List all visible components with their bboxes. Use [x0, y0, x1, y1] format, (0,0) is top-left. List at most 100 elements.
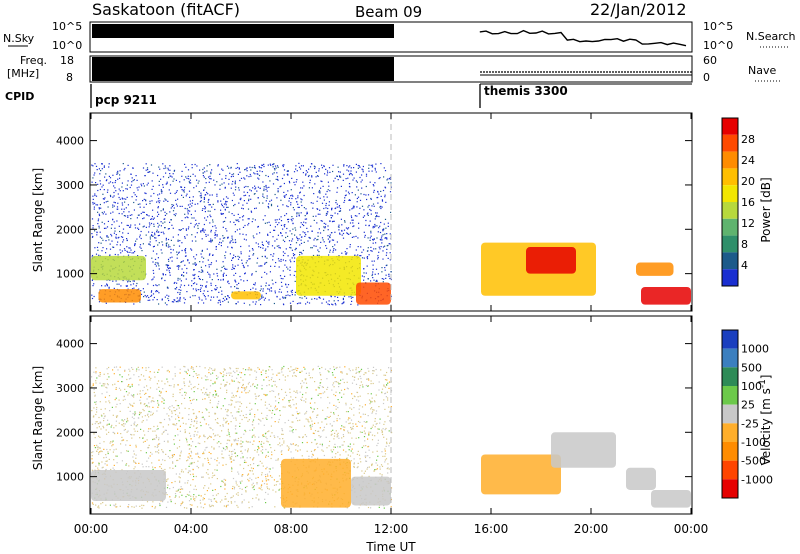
noise-point — [384, 421, 386, 423]
noise-point — [211, 406, 214, 408]
noise-point — [325, 202, 327, 205]
noise-point — [94, 172, 96, 174]
noise-point — [348, 193, 350, 195]
noise-point — [240, 253, 242, 255]
noise-point — [301, 223, 304, 226]
noise-point — [142, 466, 144, 468]
noise-point — [248, 198, 250, 200]
noise-point — [337, 414, 339, 417]
noise-point — [296, 392, 299, 394]
noise-point — [242, 457, 244, 459]
noise-point — [190, 248, 192, 250]
noise-point — [260, 304, 262, 306]
noise-point — [237, 173, 239, 175]
noise-point — [230, 286, 232, 288]
noise-point — [213, 448, 215, 450]
noise-point — [184, 407, 186, 409]
noise-point — [267, 441, 269, 443]
noise-point — [230, 404, 232, 406]
noise-point — [93, 206, 95, 208]
noise-point — [339, 171, 341, 173]
noise-point — [173, 301, 175, 303]
noise-point — [336, 191, 338, 193]
noise-point — [225, 196, 228, 198]
noise-point — [296, 390, 298, 392]
noise-point — [156, 215, 159, 217]
noise-point — [241, 501, 243, 503]
noise-point — [298, 436, 300, 438]
noise-point — [255, 288, 257, 290]
noise-point — [341, 444, 343, 446]
noise-point — [253, 283, 255, 285]
noise-point — [289, 269, 291, 271]
noise-point — [275, 459, 277, 461]
noise-point — [305, 174, 307, 176]
noise-point — [359, 207, 361, 209]
noise-point — [311, 377, 313, 379]
noise-point — [349, 199, 351, 201]
noise-point — [388, 275, 390, 277]
colorbar-tick-label: 24 — [741, 154, 755, 167]
noise-point — [347, 177, 349, 179]
noise-point — [152, 412, 154, 414]
noise-point — [222, 424, 224, 426]
noise-point — [231, 291, 233, 293]
noise-point — [349, 222, 352, 224]
noise-point — [332, 249, 335, 251]
noise-point — [320, 180, 322, 182]
noise-point — [136, 282, 138, 285]
noise-point — [247, 441, 250, 443]
noise-point — [239, 179, 241, 182]
noise-point — [192, 173, 194, 175]
noise-point — [95, 372, 97, 374]
noise-point — [369, 237, 371, 239]
noise-point — [231, 174, 233, 176]
noise-point — [222, 169, 224, 171]
noise-point — [296, 237, 298, 239]
noise-point — [294, 254, 296, 256]
noise-point — [292, 253, 294, 255]
noise-point — [118, 422, 120, 424]
noise-point — [265, 188, 267, 191]
noise-point — [280, 199, 282, 201]
noise-point — [300, 198, 302, 200]
noise-point — [217, 164, 219, 166]
noise-point — [191, 420, 193, 423]
noise-point — [231, 247, 233, 249]
noise-point — [240, 245, 242, 248]
noise-point — [176, 205, 178, 207]
noise-point — [91, 458, 93, 460]
noise-point — [282, 374, 284, 376]
noise-point — [128, 368, 130, 370]
noise-point — [141, 367, 144, 369]
noise-point — [248, 507, 250, 509]
noise-point — [299, 297, 301, 299]
noise-point — [319, 368, 321, 370]
noise-point — [129, 410, 131, 412]
noise-point — [186, 234, 188, 236]
noise-point — [94, 194, 96, 197]
noise-point — [221, 480, 223, 482]
noise-point — [294, 227, 296, 229]
noise-point — [91, 376, 93, 378]
noise-point — [188, 444, 191, 446]
noise-point — [262, 247, 264, 249]
noise-point — [325, 301, 328, 303]
noise-point — [215, 230, 217, 232]
noise-point — [194, 262, 196, 264]
noise-point — [355, 249, 357, 251]
noise-point — [383, 228, 385, 230]
noise-point — [327, 303, 329, 305]
noise-point — [323, 207, 325, 210]
noise-point — [350, 303, 352, 305]
noise-point — [298, 212, 300, 214]
noise-point — [281, 433, 283, 435]
noise-point — [108, 423, 110, 425]
noise-point — [289, 295, 291, 297]
noise-point — [365, 384, 367, 387]
noise-point — [135, 425, 137, 427]
noise-point — [340, 176, 342, 178]
noise-point — [177, 490, 179, 492]
noise-point — [106, 460, 108, 462]
noise-point — [290, 406, 292, 408]
